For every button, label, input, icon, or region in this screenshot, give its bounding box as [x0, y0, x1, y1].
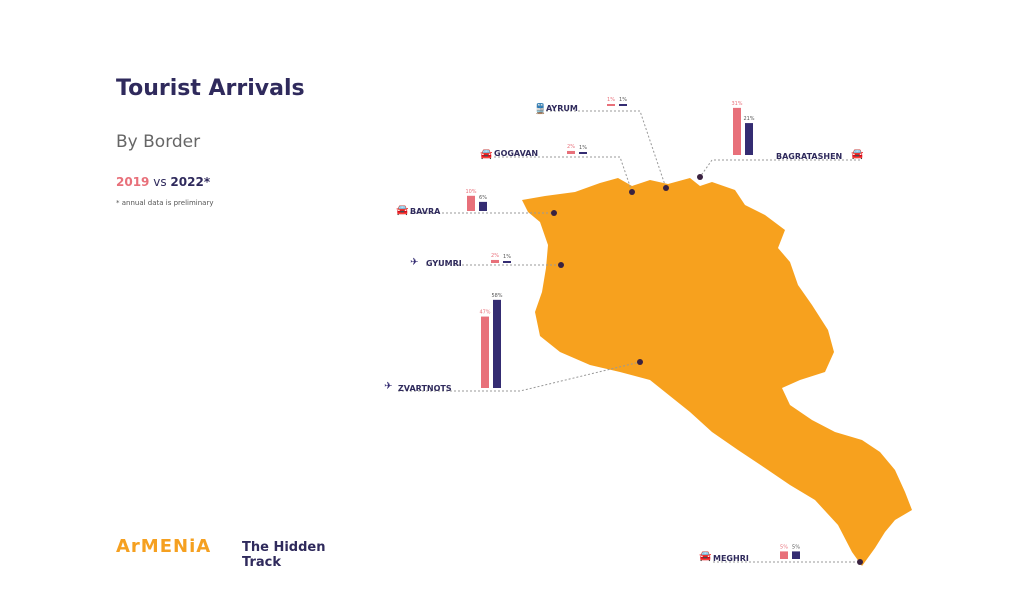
legend: 2019 vs 2022*: [116, 175, 210, 189]
car-icon: 🚘: [480, 149, 493, 160]
bar-value-label: 2%: [491, 253, 499, 259]
car-icon: 🚘: [851, 149, 864, 160]
bar-2019: [780, 551, 788, 559]
border-point: [637, 359, 643, 365]
footnote: * annual data is preliminary: [116, 199, 214, 207]
bar-value-label: 1%: [503, 254, 511, 260]
legend-2019: 2019: [116, 175, 150, 189]
bar-2019: [607, 104, 615, 106]
leader-line: [699, 159, 860, 178]
bar-2019: [733, 107, 741, 155]
plane-icon: ✈: [384, 381, 392, 392]
bar-2019: [491, 259, 499, 263]
border-point: [697, 174, 703, 180]
border-label: BAGRATASHEN: [776, 152, 842, 161]
bar-2022: [479, 201, 487, 211]
border-label: BAVRA: [410, 207, 441, 216]
border-label: ZVARTNOTS: [398, 384, 452, 393]
bar-value-label: 1%: [579, 145, 587, 151]
bar-2022: [579, 152, 587, 154]
bar-value-label: 1%: [619, 97, 627, 103]
car-icon: 🚘: [699, 551, 712, 562]
tagline: The Hidden Track: [242, 540, 326, 570]
bar-value-label: 5%: [792, 544, 800, 550]
train-icon: 🚆: [534, 102, 546, 115]
legend-vs: vs: [153, 175, 167, 189]
border-point: [857, 559, 863, 565]
chart-subtitle: By Border: [116, 132, 201, 152]
border-point: [663, 185, 669, 191]
bar-value-label: 21%: [743, 116, 754, 122]
bar-value-label: 2%: [567, 144, 575, 150]
bar-value-label: 6%: [479, 195, 487, 201]
bar-2022: [493, 299, 501, 388]
bar-2022: [503, 261, 511, 263]
leader-line: [494, 156, 633, 193]
bar-value-label: 47%: [479, 310, 490, 316]
leader-line: [546, 110, 667, 189]
bar-2022: [745, 123, 753, 155]
bar-value-label: 31%: [731, 101, 742, 107]
chart-title: Tourist Arrivals: [116, 76, 305, 101]
border-label: AYRUM: [546, 104, 578, 113]
border-point: [551, 210, 557, 216]
car-icon: 🚘: [396, 205, 409, 216]
bar-2019: [481, 316, 489, 388]
border-label: MEGHRI: [713, 554, 749, 563]
legend-2022: 2022*: [170, 175, 211, 189]
border-label: GYUMRI: [426, 259, 462, 268]
border-point: [629, 189, 635, 195]
bar-value-label: 58%: [491, 293, 502, 299]
bar-2022: [792, 551, 800, 559]
armenia-map: [522, 178, 912, 566]
bar-2019: [567, 150, 575, 154]
border-label: GOGAVAN: [494, 149, 538, 158]
bar-2022: [619, 104, 627, 106]
armenia-logo: ArMENiA: [116, 536, 212, 557]
border-point: [558, 262, 564, 268]
bar-value-label: 5%: [780, 544, 788, 550]
plane-icon: ✈: [410, 257, 418, 268]
leader-line: [398, 361, 641, 392]
bar-2019: [467, 195, 475, 211]
bar-value-label: 10%: [465, 189, 476, 195]
bar-value-label: 1%: [607, 97, 615, 103]
